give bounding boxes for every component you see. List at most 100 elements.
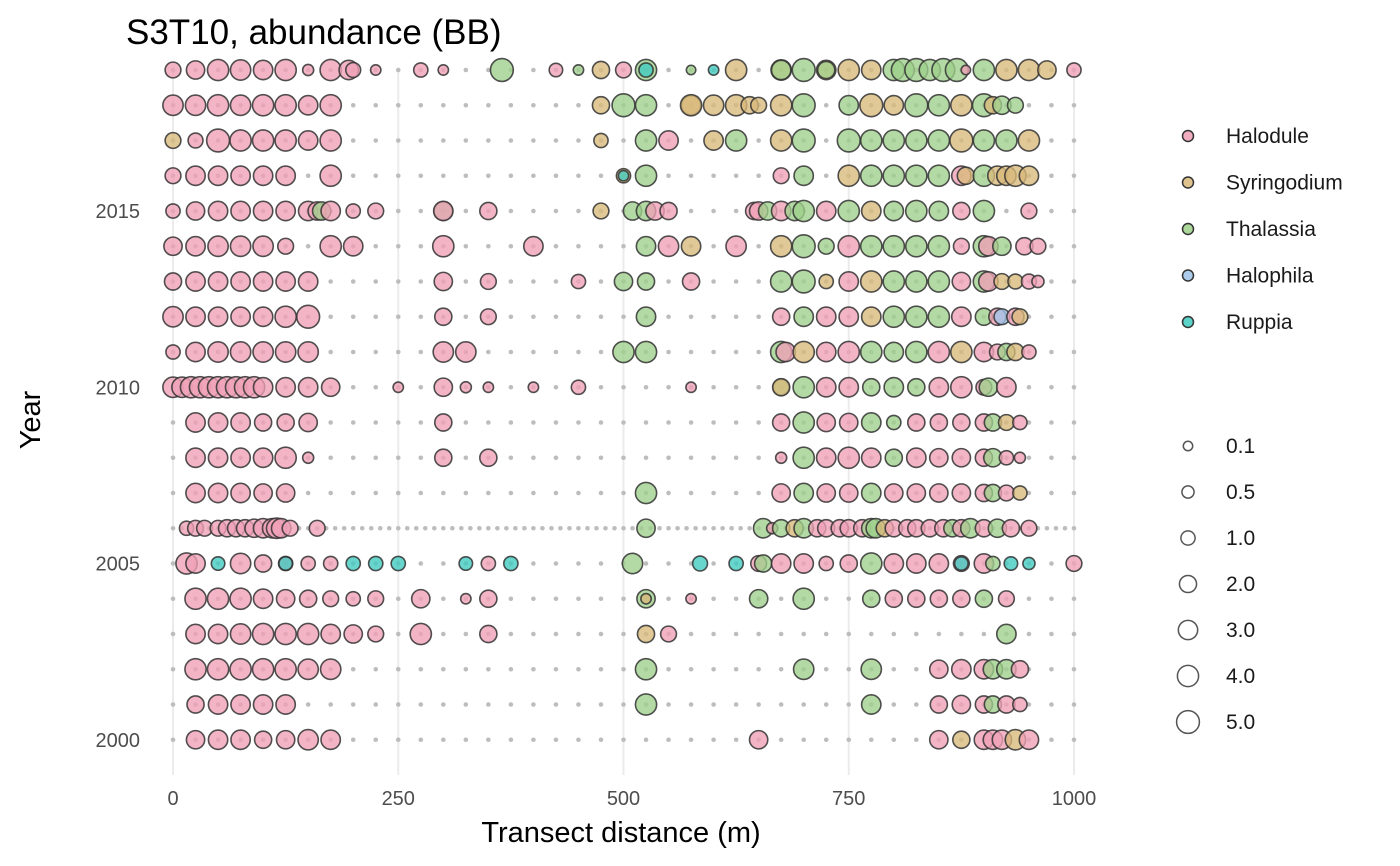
legend-size-key xyxy=(1182,440,1194,452)
absent-sample-point xyxy=(823,737,829,743)
absent-sample-point xyxy=(531,173,536,179)
data-point-halodule xyxy=(319,164,343,188)
data-point-thalassia xyxy=(972,129,996,152)
data-point-halodule xyxy=(570,379,587,396)
absent-sample-point xyxy=(553,314,559,320)
absent-sample-point xyxy=(508,384,514,390)
data-point-halodule xyxy=(951,447,972,468)
y-axis: 2000 2005 2010 2015 xyxy=(96,201,141,752)
absent-sample-point xyxy=(463,420,469,425)
chart-title: S3T10, abundance (BB) xyxy=(126,13,502,52)
data-point-halodule xyxy=(185,341,207,363)
data-point-halodule xyxy=(187,132,204,149)
absent-sample-point xyxy=(823,702,829,707)
data-point-halodule xyxy=(815,376,837,398)
absent-sample-point xyxy=(463,490,469,496)
data-point-halodule xyxy=(274,341,297,363)
data-point-ruppia xyxy=(691,555,709,572)
data-point-halodule xyxy=(929,695,949,714)
data-point-halodule xyxy=(252,59,274,81)
data-point-ruppia xyxy=(728,555,745,572)
data-point-halodule xyxy=(344,61,362,79)
data-point-halodule xyxy=(274,622,298,646)
absent-sample-point xyxy=(756,420,761,425)
absent-sample-point xyxy=(576,631,581,637)
legend-size-label: 4.0 xyxy=(1226,665,1255,688)
absent-sample-point xyxy=(643,737,649,743)
absent-sample-point xyxy=(1071,138,1077,143)
data-point-halodule xyxy=(410,588,431,609)
absent-sample-point xyxy=(395,138,401,143)
data-point-thalassia xyxy=(995,623,1017,645)
data-point-halodule xyxy=(952,237,971,255)
absent-sample-point xyxy=(576,102,581,108)
absent-sample-point xyxy=(486,173,491,179)
absent-sample-point xyxy=(1049,737,1054,743)
absent-sample-point xyxy=(801,631,806,637)
data-point-thalassia xyxy=(861,589,881,609)
absent-sample-point xyxy=(418,490,424,496)
data-point-halodule xyxy=(659,201,678,221)
absent-sample-point xyxy=(657,525,662,531)
absent-sample-point xyxy=(666,67,671,73)
data-point-halodule xyxy=(816,412,837,433)
data-point-thalassia xyxy=(792,411,816,434)
absent-sample-point xyxy=(350,666,356,672)
absent-sample-point xyxy=(513,525,518,531)
data-point-halodule xyxy=(952,201,971,221)
data-point-thalassia xyxy=(972,58,996,82)
data-point-halodule xyxy=(433,307,453,327)
y-axis-title: Year xyxy=(15,390,47,449)
data-point-halodule xyxy=(274,657,298,681)
data-point-halodule xyxy=(252,165,274,187)
data-point-thalassia xyxy=(791,234,816,259)
data-point-halodule xyxy=(207,694,229,715)
data-point-thalassia xyxy=(883,376,905,398)
absent-sample-point xyxy=(1049,455,1054,461)
absent-sample-point xyxy=(688,314,694,320)
data-point-thalassia xyxy=(859,129,883,152)
data-point-halodule xyxy=(184,587,207,611)
data-point-halodule xyxy=(319,658,342,681)
data-point-halodule xyxy=(163,272,183,291)
data-point-halodule xyxy=(275,588,296,609)
data-point-halodule xyxy=(185,553,207,574)
absent-sample-point xyxy=(508,702,514,707)
data-point-halodule xyxy=(685,592,698,605)
data-point-syringodium xyxy=(1017,58,1041,82)
absent-sample-point xyxy=(373,173,379,179)
data-point-halodule xyxy=(251,622,275,646)
data-point-halodule xyxy=(229,129,252,152)
absent-sample-point xyxy=(1049,279,1054,284)
data-point-syringodium xyxy=(792,340,816,364)
data-point-halodule xyxy=(252,200,274,222)
data-point-halodule xyxy=(206,587,230,611)
data-point-thalassia xyxy=(634,164,658,188)
absent-sample-point xyxy=(1049,208,1054,214)
absent-sample-point xyxy=(630,525,635,531)
absent-sample-point xyxy=(729,525,734,531)
absent-sample-point xyxy=(666,173,671,179)
data-point-halodule xyxy=(928,729,949,750)
absent-sample-point xyxy=(666,666,671,672)
data-point-thalassia xyxy=(882,234,906,258)
data-point-ruppia xyxy=(345,555,362,572)
data-point-thalassia xyxy=(904,270,928,293)
data-point-halodule xyxy=(162,94,184,117)
legend-size-key xyxy=(1181,485,1195,499)
absent-sample-point xyxy=(598,702,604,707)
data-point-thalassia xyxy=(904,93,929,118)
absent-sample-point xyxy=(508,243,514,249)
absent-sample-point xyxy=(1049,384,1054,390)
absent-sample-point xyxy=(418,455,424,461)
data-point-halodule xyxy=(205,128,231,153)
data-point-halodule xyxy=(308,519,326,537)
legend-size-key xyxy=(1180,530,1196,546)
absent-sample-point xyxy=(778,666,784,672)
absent-sample-point xyxy=(463,279,469,284)
absent-sample-point xyxy=(576,525,581,531)
data-point-halodule xyxy=(960,64,972,76)
absent-sample-point xyxy=(576,349,581,355)
data-point-halodule xyxy=(998,449,1015,466)
data-point-halodule xyxy=(301,63,315,77)
